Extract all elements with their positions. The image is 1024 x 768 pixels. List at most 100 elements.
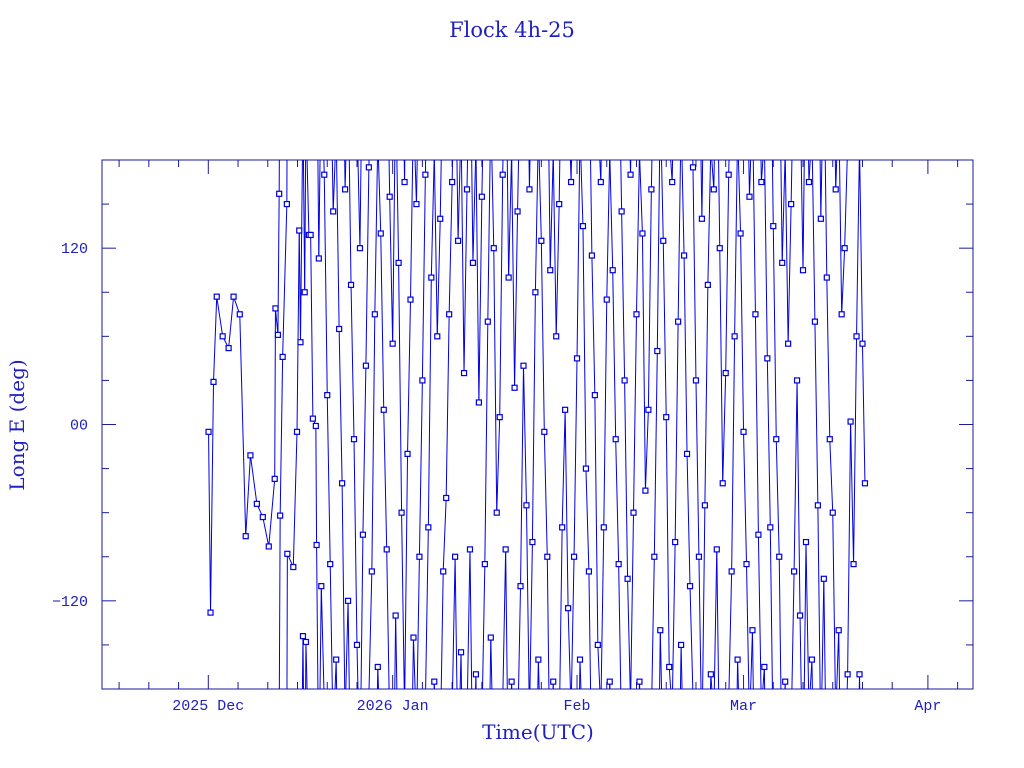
data-point-marker [666, 663, 673, 671]
data-point-marker [829, 509, 836, 516]
series-line-segment [713, 159, 715, 190]
data-point-marker [259, 513, 266, 521]
series-line-segment [506, 159, 510, 278]
data-point-marker [523, 502, 530, 509]
data-point-marker [413, 200, 420, 208]
series-line-segment [475, 159, 480, 403]
series-line-segment [686, 453, 691, 587]
series-line-segment [832, 512, 836, 690]
series-line-segment [722, 373, 727, 484]
data-point-marker [624, 575, 631, 582]
data-point-marker [582, 465, 590, 472]
series-line-segment [689, 586, 694, 690]
x-axis-label: Time(UTC) [482, 720, 594, 744]
data-point-marker [743, 560, 750, 568]
series-line-segment [844, 159, 848, 249]
series-line-segment [216, 296, 224, 337]
series-line-segment [323, 174, 328, 396]
series-line-segment [452, 556, 456, 690]
data-point-marker [410, 634, 417, 641]
data-point-marker [567, 178, 575, 186]
data-point-marker [686, 583, 694, 590]
series-line-segment [445, 314, 450, 498]
data-point-marker [452, 553, 459, 560]
series-line-segment [702, 505, 706, 690]
data-point-marker [823, 274, 830, 281]
data-point-marker [538, 237, 545, 244]
series-line-segment [320, 586, 325, 690]
data-point-marker [425, 524, 432, 531]
data-point-marker [392, 612, 399, 619]
data-point-marker [386, 193, 393, 200]
series-line-segment [239, 314, 247, 537]
data-point-marker [454, 237, 462, 244]
series-line-segment [471, 159, 474, 263]
series-line-segment [306, 159, 310, 235]
series-line-segment [482, 564, 486, 690]
data-point-marker [481, 560, 488, 568]
series-line-segment [374, 159, 378, 315]
data-point-marker [680, 252, 688, 259]
data-point-marker [701, 502, 708, 509]
data-point-marker [675, 318, 682, 325]
series-line-segment [856, 159, 860, 337]
series-line-segment [612, 270, 617, 440]
series-line-segment [540, 240, 545, 432]
series-line-segment [487, 159, 491, 322]
data-point-marker [802, 538, 810, 546]
series-line-segment [418, 380, 423, 557]
data-point-marker [324, 392, 331, 399]
data-point-marker [466, 546, 474, 553]
data-point-marker [505, 274, 512, 281]
series-line-segment [597, 644, 601, 690]
data-point-marker [315, 255, 322, 262]
series-line-segment [743, 431, 748, 565]
data-point-marker [793, 377, 801, 384]
data-point-marker [704, 281, 711, 289]
series-line-segment [799, 615, 802, 690]
data-point-marker [585, 568, 593, 575]
data-point-marker [210, 378, 217, 385]
data-point-marker [562, 406, 569, 413]
series-line-segment [525, 505, 530, 690]
data-point-marker [517, 583, 524, 590]
data-point-marker [279, 353, 286, 361]
data-point-marker [663, 414, 670, 421]
series-line-segment [304, 159, 307, 293]
series-line-segment [347, 600, 350, 690]
series-line-segment [377, 159, 382, 234]
data-point-marker [434, 333, 441, 340]
data-point-marker [861, 480, 869, 487]
series-line-segment [751, 630, 754, 690]
series-line-segment [820, 159, 823, 219]
data-point-marker [636, 678, 643, 685]
series-line-segment [594, 395, 599, 645]
series-line-segment [478, 196, 483, 403]
data-point-marker [318, 583, 325, 590]
series-line-segment [627, 578, 631, 690]
series-line-segment [725, 174, 730, 374]
series-line-segment [518, 586, 522, 690]
series-line-segment [606, 159, 611, 300]
series-line-segment [805, 542, 810, 690]
chart-title: Flock 4h-25 [449, 18, 575, 42]
series-line-segment [315, 425, 318, 545]
data-point-marker [353, 641, 361, 649]
data-point-marker [853, 333, 860, 340]
data-point-marker [359, 531, 367, 538]
series-line-segment [853, 336, 858, 565]
data-point-marker [356, 245, 364, 252]
data-point-marker [689, 164, 697, 171]
series-line-segment [279, 356, 284, 516]
data-point-marker [600, 524, 607, 531]
series-line-segment [415, 159, 418, 205]
series-line-segment [793, 380, 798, 572]
data-point-marker [469, 259, 477, 266]
data-point-marker [389, 340, 396, 347]
data-point-marker [859, 340, 866, 347]
series-line-segment [698, 556, 702, 690]
data-point-marker [253, 500, 260, 507]
data-point-marker [293, 428, 301, 435]
series-line-segment [496, 417, 501, 513]
data-point-marker [594, 641, 601, 649]
